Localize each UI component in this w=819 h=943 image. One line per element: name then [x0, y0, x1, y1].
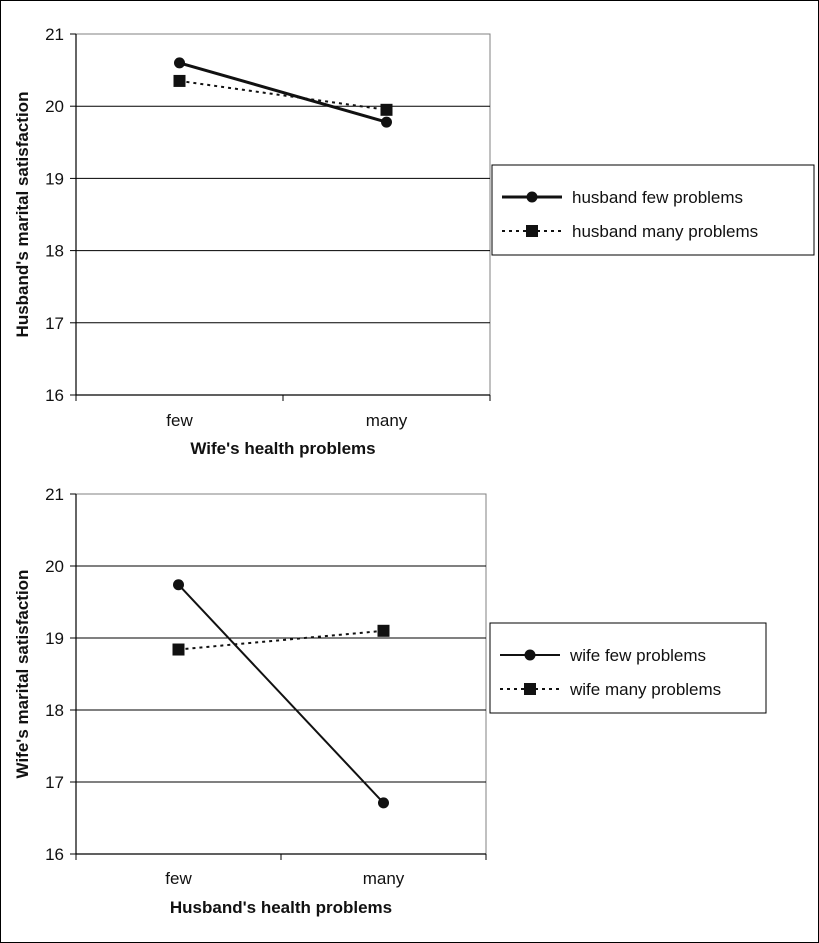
x-tick-label-few: few — [165, 869, 192, 888]
legend-label: husband few problems — [572, 188, 743, 207]
y-tick-label: 17 — [45, 314, 64, 333]
legend-marker — [524, 649, 536, 661]
data-point-many — [380, 103, 393, 116]
series-1 — [173, 74, 393, 116]
y-tick-label: 20 — [45, 557, 64, 576]
x-tick-label-many: many — [366, 411, 408, 430]
series-0 — [174, 57, 392, 128]
legend: husband few problems husband many problem… — [491, 164, 815, 256]
y-tick-label: 18 — [45, 701, 64, 720]
series-0 — [173, 579, 389, 809]
chart-bottom: 16 17 18 19 20 21 few many Husband's health prob… — [13, 485, 767, 917]
x-tick-label-many: many — [363, 869, 405, 888]
data-point-few — [172, 643, 185, 656]
y-axis-title: Wife's marital satisfaction — [13, 570, 32, 779]
x-tick-label-few: few — [166, 411, 193, 430]
plot-area — [75, 33, 491, 396]
y-axis-title: Husband's marital satisfaction — [13, 92, 32, 338]
chart-top: 16 17 18 19 20 21 few many Wife's health problem… — [13, 25, 815, 458]
y-tick-label: 21 — [45, 485, 64, 504]
y-tick-label: 21 — [45, 25, 64, 44]
legend: wife few problems wife many problems — [489, 622, 767, 714]
series-line — [179, 61, 387, 124]
y-tick-label: 19 — [45, 169, 64, 188]
y-tick-label: 20 — [45, 97, 64, 116]
data-point-few — [173, 74, 186, 87]
series-1 — [172, 624, 390, 656]
y-tick-label: 16 — [45, 386, 64, 405]
y-tick-label: 16 — [45, 845, 64, 864]
legend-box — [489, 622, 767, 714]
data-point-few — [174, 57, 185, 69]
legend-marker — [526, 225, 538, 237]
data-point-many — [381, 116, 392, 128]
data-point-many — [378, 797, 389, 809]
legend-box — [491, 164, 815, 256]
legend-label: wife many problems — [569, 680, 721, 699]
legend-label: husband many problems — [572, 222, 758, 241]
y-tick-label: 19 — [45, 629, 64, 648]
data-point-many — [377, 624, 390, 637]
y-tick-label: 18 — [45, 242, 64, 261]
x-axis-title: Husband's health problems — [170, 898, 392, 917]
x-axis-title: Wife's health problems — [190, 439, 375, 458]
legend-label: wife few problems — [569, 646, 706, 665]
y-tick-label: 17 — [45, 773, 64, 792]
data-point-few — [173, 579, 184, 591]
series-line — [177, 584, 385, 804]
plot-area — [75, 493, 487, 855]
legend-marker — [524, 683, 536, 695]
legend-marker — [526, 191, 538, 203]
